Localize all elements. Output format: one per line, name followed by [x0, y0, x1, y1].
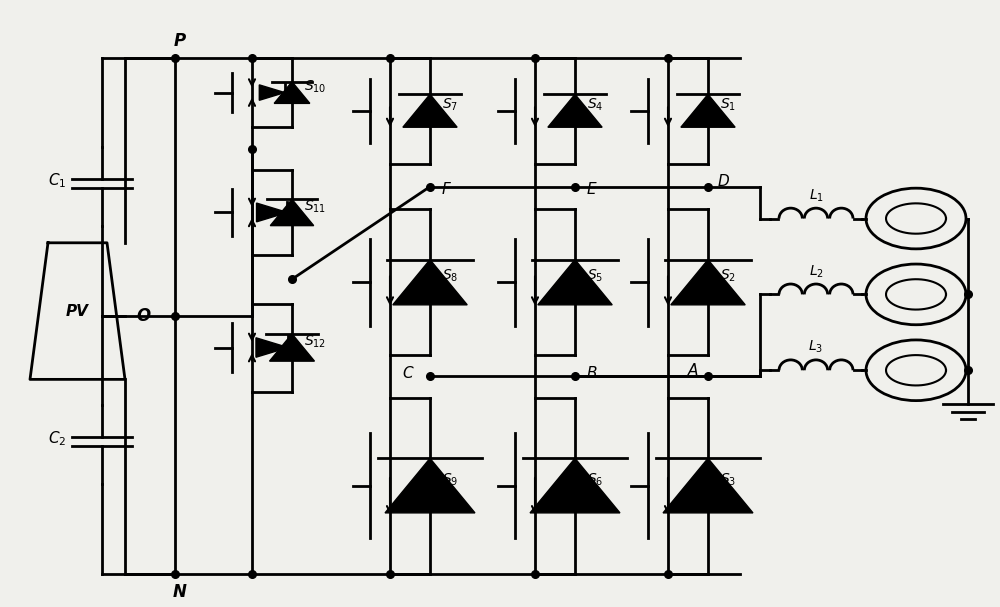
Text: $S_2$: $S_2$: [720, 268, 736, 285]
Polygon shape: [671, 260, 745, 305]
Polygon shape: [403, 94, 457, 127]
Text: P: P: [174, 32, 186, 50]
Text: $C_2$: $C_2$: [48, 429, 66, 448]
Text: $L_2$: $L_2$: [809, 263, 823, 280]
Text: O: O: [136, 307, 150, 325]
Polygon shape: [270, 199, 314, 226]
Text: $L_1$: $L_1$: [809, 187, 823, 204]
Polygon shape: [548, 94, 602, 127]
Text: $S_1$: $S_1$: [720, 97, 736, 113]
Text: $S_{10}$: $S_{10}$: [304, 78, 326, 95]
Polygon shape: [385, 458, 475, 513]
Text: $S_3$: $S_3$: [720, 471, 736, 488]
Polygon shape: [663, 458, 753, 513]
Text: C: C: [403, 366, 413, 381]
Text: $S_7$: $S_7$: [442, 97, 458, 113]
Text: F: F: [442, 182, 451, 197]
Text: D: D: [718, 174, 730, 189]
Text: $L_3$: $L_3$: [808, 339, 824, 356]
Text: $C_1$: $C_1$: [48, 171, 66, 190]
Polygon shape: [538, 260, 612, 305]
Text: $S_9$: $S_9$: [442, 471, 458, 488]
Text: N: N: [173, 583, 187, 601]
Text: PV: PV: [66, 304, 89, 319]
Polygon shape: [259, 85, 285, 100]
Polygon shape: [256, 337, 288, 358]
Text: $S_4$: $S_4$: [587, 97, 603, 113]
Polygon shape: [270, 334, 314, 361]
Polygon shape: [393, 260, 467, 305]
Text: A: A: [688, 363, 698, 378]
Polygon shape: [681, 94, 735, 127]
Polygon shape: [274, 82, 310, 103]
Text: $S_5$: $S_5$: [587, 268, 603, 285]
Text: $S_{11}$: $S_{11}$: [304, 198, 326, 215]
Text: $S_{12}$: $S_{12}$: [304, 333, 326, 350]
Text: $S_8$: $S_8$: [442, 268, 458, 285]
Text: E: E: [587, 182, 597, 197]
Polygon shape: [257, 203, 287, 222]
Text: $S_6$: $S_6$: [587, 471, 603, 488]
Text: B: B: [587, 366, 598, 381]
Polygon shape: [530, 458, 620, 513]
